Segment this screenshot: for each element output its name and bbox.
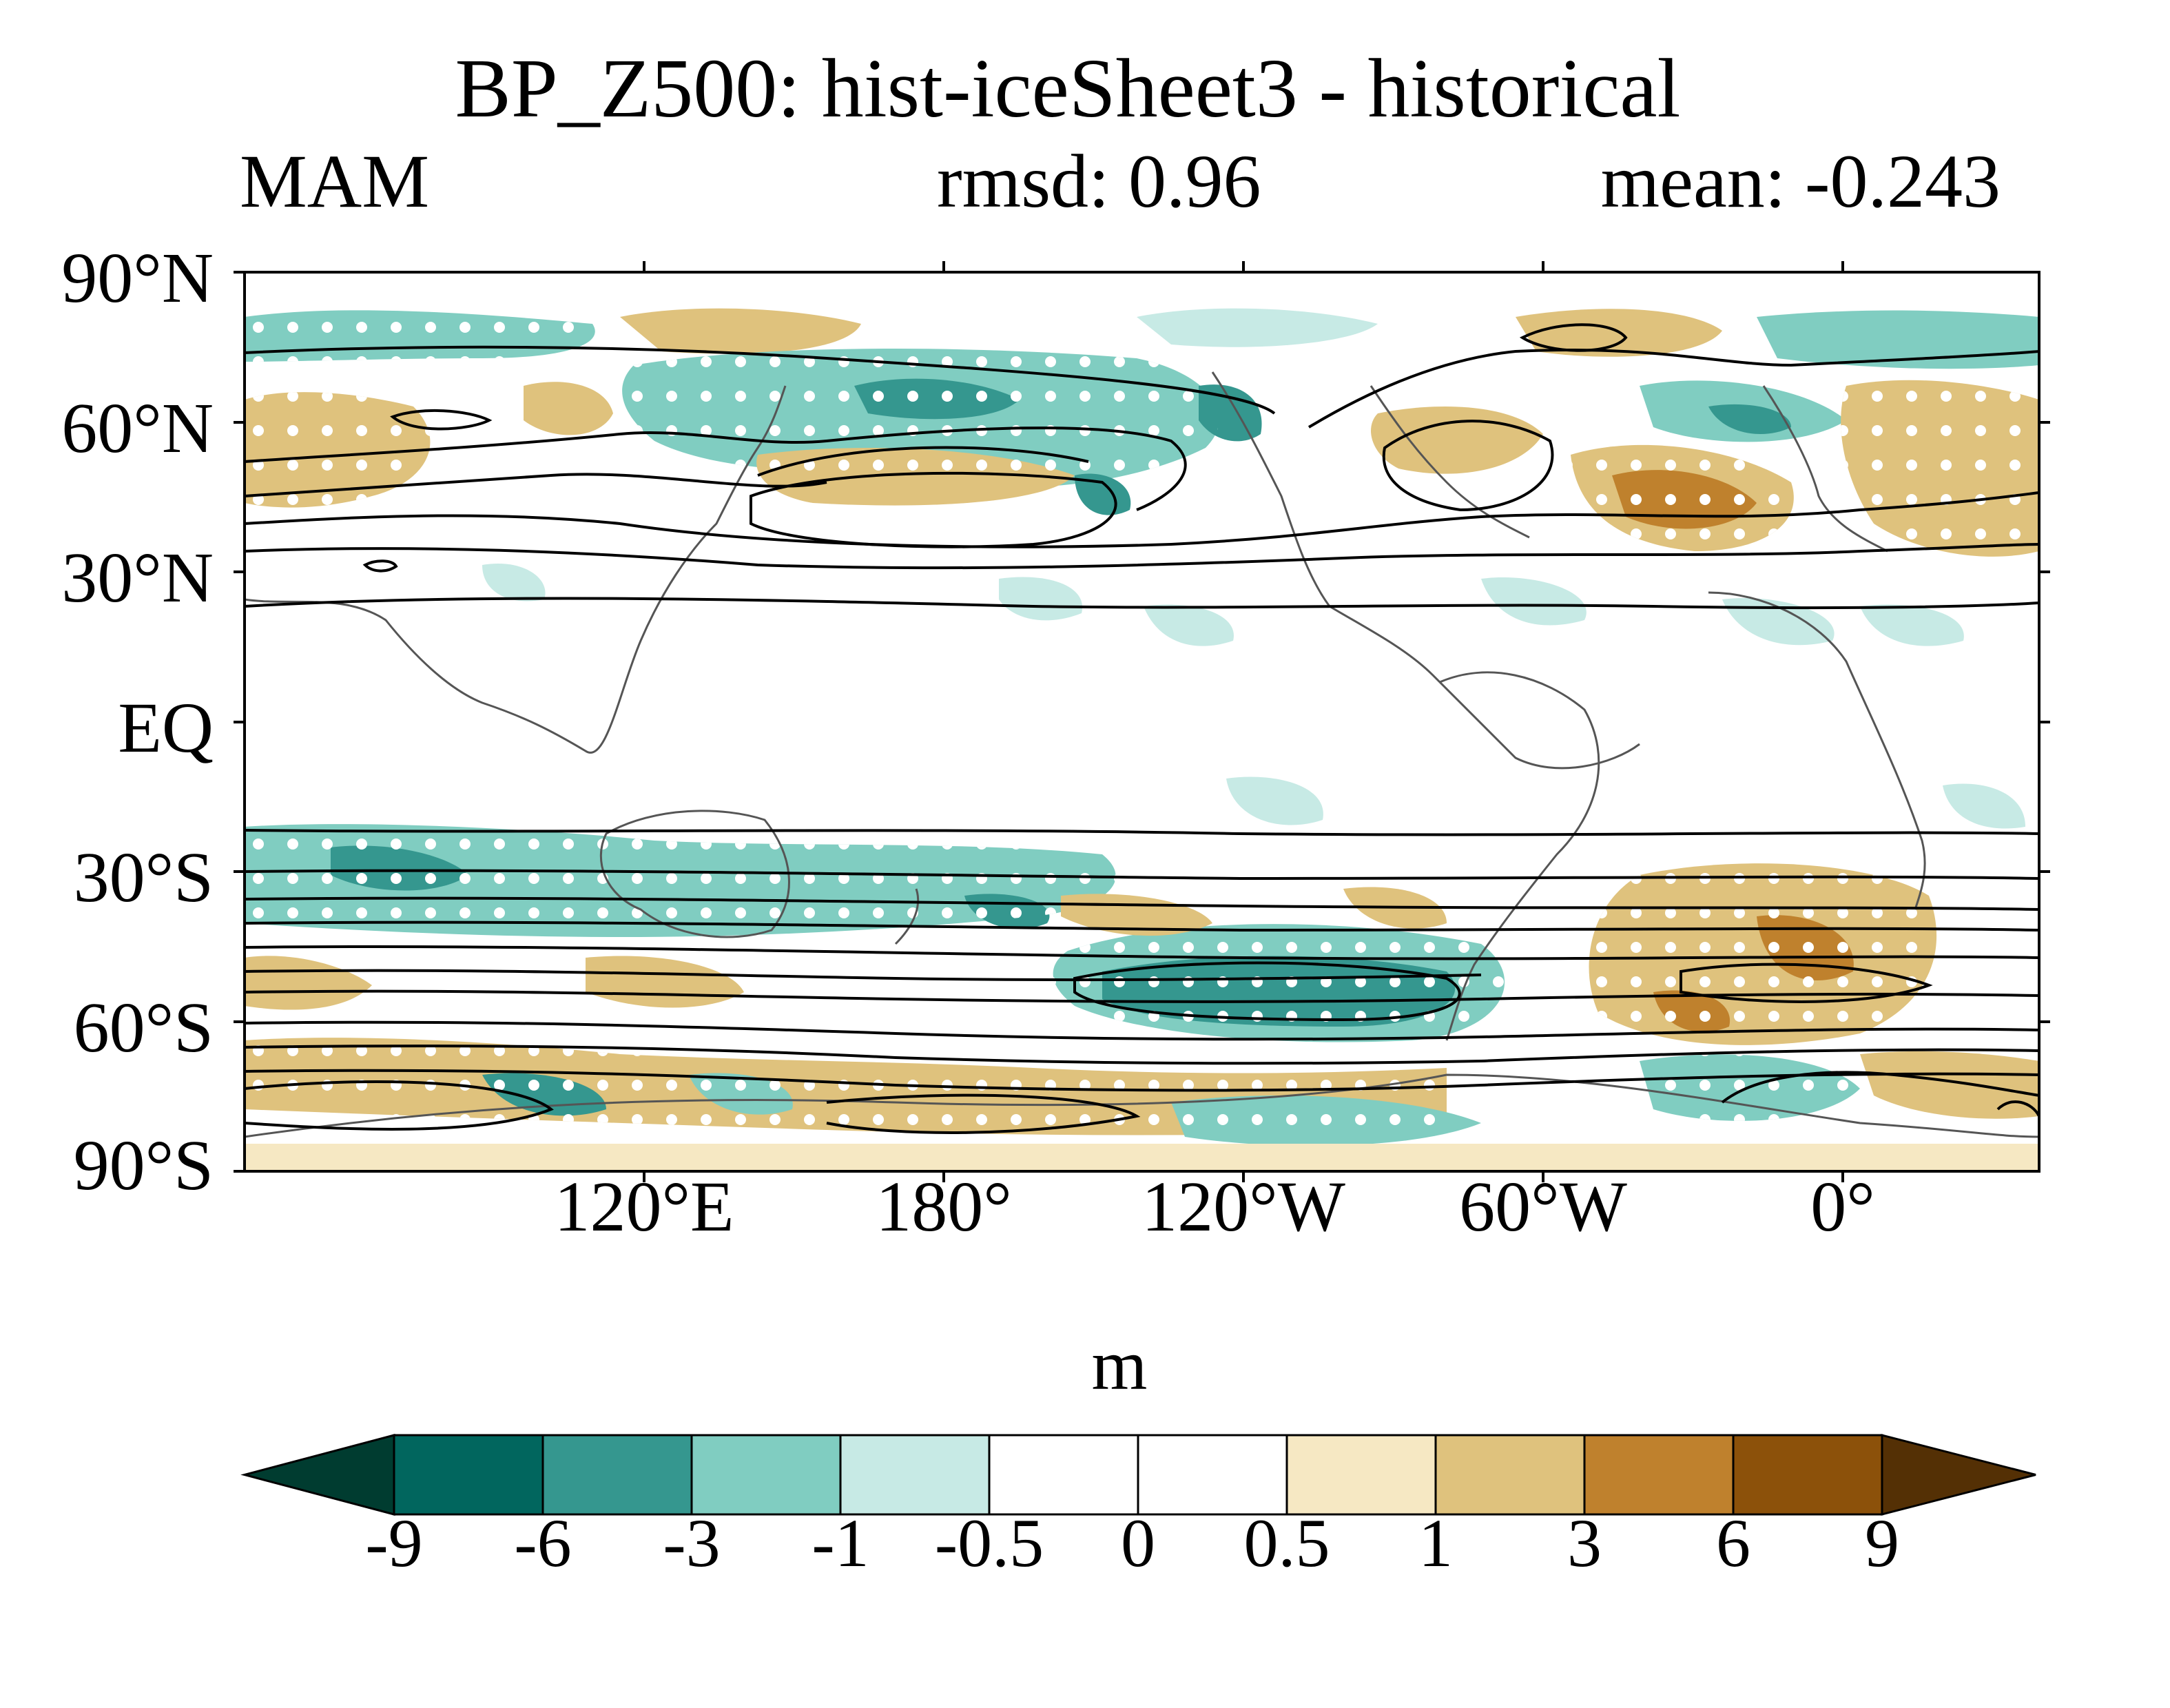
season-label: MAM (240, 139, 430, 223)
colorbar-label: 0 (1121, 1505, 1155, 1581)
colorbar-unit: m (1091, 1326, 1148, 1405)
colorbar (240, 1434, 2036, 1516)
colorbar-box (988, 1434, 1139, 1516)
lon-label-120w: 120°W (1141, 1167, 1345, 1246)
colorbar-box (690, 1434, 842, 1516)
lat-label-60s: 60°S (73, 988, 214, 1067)
coastlines (245, 371, 2039, 1138)
colorbar-label: 6 (1716, 1505, 1750, 1581)
colorbar-arrow-high (1881, 1434, 2036, 1516)
lat-label-30n: 30°N (61, 538, 214, 617)
colorbar-label: -9 (365, 1505, 423, 1581)
colorbar-box (393, 1434, 544, 1516)
map-field (245, 272, 2039, 1171)
colorbar-label: -0.5 (934, 1505, 1044, 1581)
colorbar-label: 9 (1865, 1505, 1899, 1581)
colorbar-label: -1 (812, 1505, 869, 1581)
colorbar-arrow-low (240, 1434, 395, 1516)
colorbar-box (1434, 1434, 1586, 1516)
colorbar-label: -6 (514, 1505, 572, 1581)
lat-label-30s: 30°S (73, 838, 214, 917)
lat-label-90s: 90°S (73, 1126, 214, 1205)
colorbar-label: 3 (1567, 1505, 1602, 1581)
lon-label-180: 180° (876, 1167, 1012, 1246)
mean-label: mean: -0.243 (1600, 139, 2001, 223)
colorbar-label: 0.5 (1243, 1505, 1330, 1581)
colorbar-box (1583, 1434, 1735, 1516)
colorbar-box (1137, 1434, 1288, 1516)
colorbar-box (839, 1434, 991, 1516)
colorbar-label: 1 (1418, 1505, 1453, 1581)
colorbar-box (541, 1434, 693, 1516)
figure-title: BP_Z500: hist-iceSheet3 - historical (455, 42, 1681, 135)
rmsd-label: rmsd: 0.96 (937, 139, 1261, 223)
lon-label-120e: 120°E (554, 1167, 734, 1246)
lon-label-0: 0° (1810, 1167, 1875, 1246)
significance-stippling (245, 310, 2039, 1135)
lat-label-60n: 60°N (61, 389, 214, 468)
lat-label-90n: 90°N (61, 238, 214, 318)
lat-label-eq: EQ (118, 688, 214, 768)
climatology-contours (245, 323, 2039, 1134)
colorbar-label: -3 (663, 1505, 721, 1581)
lon-label-60w: 60°W (1459, 1167, 1627, 1246)
colorbar-box (1732, 1434, 1883, 1516)
colorbar-box (1285, 1434, 1437, 1516)
axis-ticks (234, 261, 2050, 1182)
